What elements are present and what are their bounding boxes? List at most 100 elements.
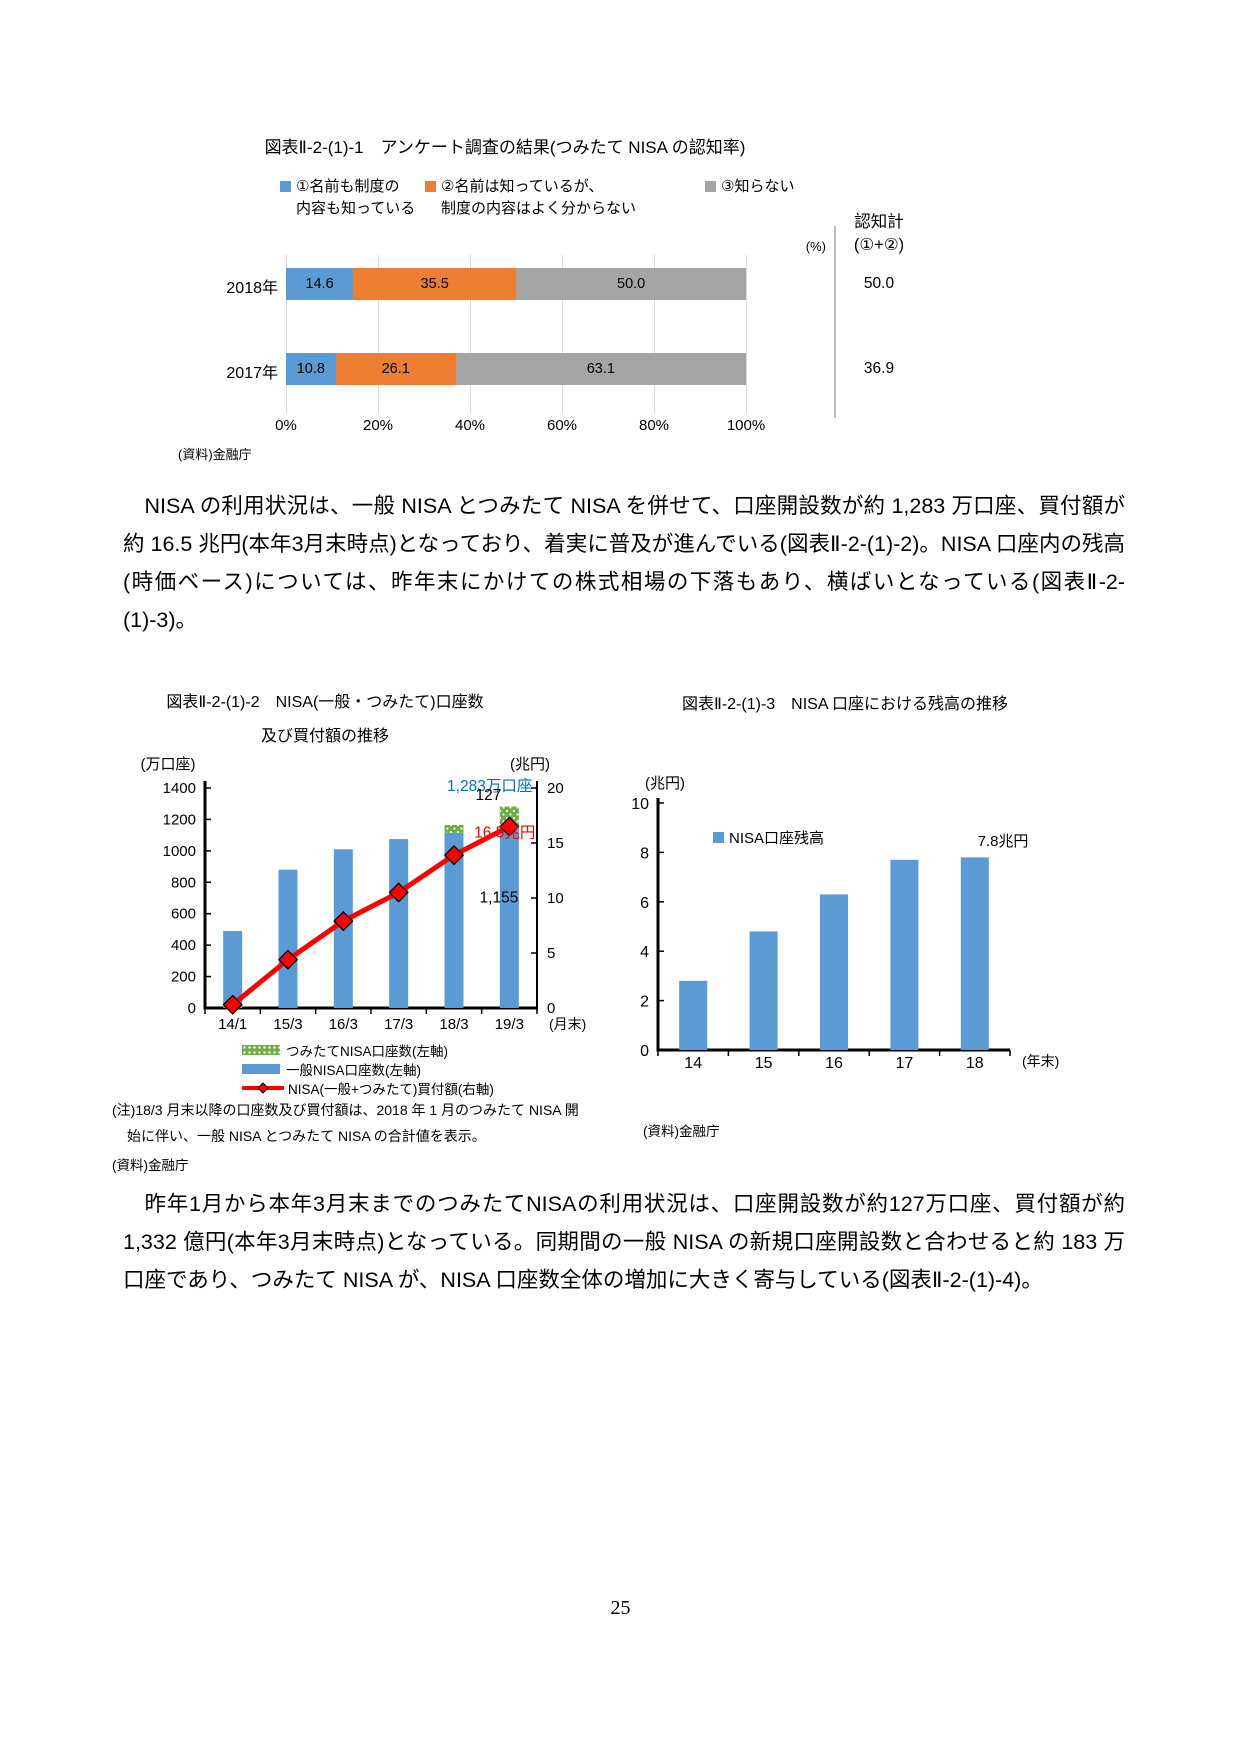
x-axis-tick-label: 20% — [362, 417, 394, 434]
x-axis-tick: 19/3 — [495, 1016, 524, 1033]
legend-item: つみたてNISA口座数(左軸) — [242, 1040, 494, 1059]
data-annotation: 1,155 — [480, 890, 519, 907]
balance-bar — [679, 980, 708, 1050]
balance-chart-svg: (兆円) 0 2 4 6 8 10 NISA口座残高 7.8兆円 14 15 16 17 18 (年末) — [631, 775, 1059, 1072]
x-axis-tick: 18/3 — [439, 1016, 468, 1033]
left-axis-tick: 1200 — [163, 811, 196, 828]
figure1-title: 図表Ⅱ-2-(1)-1 アンケート調査の結果(つみたて NISA の認知率) — [264, 138, 746, 157]
bar-segment: 50.0 — [516, 268, 747, 300]
legend-item: ③知らない — [705, 176, 794, 198]
legend-swatch-icon — [705, 181, 716, 192]
general-nisa-bar — [223, 931, 243, 1008]
gridline — [746, 255, 747, 413]
diamond-marker-icon — [222, 994, 243, 1015]
data-annotation: 1,283万口座 — [447, 777, 532, 795]
totals-header-line1: 認知計 — [854, 213, 904, 231]
left-axis-tick: 800 — [171, 874, 196, 891]
y-axis-tick: 0 — [640, 1043, 649, 1060]
figure3-source: (資料)金融庁 — [643, 1124, 720, 1139]
right-axis-tick: 5 — [547, 945, 555, 962]
legend-label: NISA(一般+つみたて)買付額(右軸) — [288, 1081, 494, 1097]
x-axis-tick: 16/3 — [329, 1016, 358, 1033]
purchase-amount-line — [231, 824, 511, 1007]
gridline — [286, 255, 287, 413]
tsumitate-nisa-bar — [444, 824, 464, 833]
awareness-total-value: 50.0 — [863, 275, 895, 292]
legend-item: ①名前も制度の 内容も知っている — [280, 176, 415, 220]
data-annotation: 16.5兆円 — [474, 824, 535, 842]
figure2-legend: つみたてNISA口座数(左軸) 一般NISA口座数(左軸) NISA(一般+つみたて… — [242, 1040, 494, 1097]
right-axis-tick: 20 — [547, 780, 564, 797]
left-axis-tick: 600 — [171, 906, 196, 923]
x-axis-tick: 15 — [755, 1055, 773, 1072]
gridline — [378, 255, 379, 413]
figure1-source: (資料)金融庁 — [178, 447, 252, 462]
legend-label: 内容も知っている — [296, 200, 416, 217]
balance-bar — [960, 857, 989, 1050]
x-axis-tick: 14 — [684, 1055, 702, 1072]
bar-segment: 63.1 — [455, 353, 746, 385]
y-axis-unit: (兆円) — [645, 775, 685, 792]
legend-swatch-icon — [280, 181, 291, 192]
y-axis-tick: 4 — [640, 944, 649, 961]
x-axis-suffix: (年末) — [1022, 1053, 1059, 1069]
totals-header: 認知計 (①+②) — [820, 211, 938, 257]
left-axis-tick: 0 — [188, 1000, 196, 1017]
left-axis-tick: 1400 — [163, 780, 196, 797]
general-nisa-bar — [278, 869, 298, 1008]
figure3-title: 図表Ⅱ-2-(1)-3 NISA 口座における残高の推移 — [681, 696, 1009, 713]
y-axis-tick: 6 — [640, 895, 649, 912]
page-number: 25 — [610, 1597, 631, 1619]
right-axis-tick: 15 — [547, 835, 564, 852]
x-axis-tick: 17/3 — [384, 1016, 413, 1033]
x-axis-suffix: (月末) — [549, 1016, 586, 1032]
figure2-note-line2: 始に伴い、一般 NISA とつみたて NISA の合計値を表示。 — [127, 1128, 486, 1144]
x-axis-tick-label: 100% — [726, 417, 766, 434]
percent-unit-label: (%) — [805, 239, 826, 254]
left-axis-unit: (万口座) — [141, 756, 196, 773]
diamond-marker-icon — [333, 910, 354, 932]
bar-segment: 10.8 — [286, 353, 336, 385]
left-axis-tick: 200 — [171, 969, 196, 986]
figure2-title-line1: 図表Ⅱ-2-(1)-2 NISA(一般・つみたて)口座数 — [166, 694, 484, 711]
x-axis-tick: 15/3 — [273, 1016, 302, 1033]
body-paragraph-2: 昨年1月から本年3月末までのつみたてNISAの利用状況は、口座開設数が約127万… — [123, 1192, 1125, 1292]
data-annotation: 7.8兆円 — [978, 833, 1029, 850]
general-nisa-bar — [499, 826, 519, 1008]
x-axis-tick-label: 60% — [546, 417, 578, 434]
left-axis-tick: 1000 — [163, 843, 196, 860]
totals-header-line2: (①+②) — [853, 236, 905, 254]
x-axis-tick-label: 40% — [454, 417, 486, 434]
accounts-chart: (万口座) (兆円) 0 200 400 600 800 1000 1200 1400 0 5 10 15… — [120, 753, 590, 1063]
x-axis-tick-label: 80% — [638, 417, 670, 434]
legend-swatch-icon — [425, 181, 436, 192]
legend-swatch-icon — [713, 832, 724, 843]
legend-item: ②名前は知っているが、制度の内容はよく分からない — [425, 176, 636, 220]
figure2-source: (資料)金融庁 — [112, 1158, 189, 1173]
gridline — [654, 255, 655, 413]
legend-item: 一般NISA口座数(左軸) — [242, 1059, 494, 1078]
gridline — [470, 255, 471, 413]
left-axis-tick: 400 — [171, 937, 196, 954]
stacked-bar-2018年: 14.6 35.5 50.0 — [286, 268, 747, 300]
legend-swatch-icon — [242, 1081, 284, 1094]
body-paragraph-1: NISA の利用状況は、一般 NISA とつみたて NISA を併せて、口座開設… — [123, 494, 1125, 632]
x-axis-tick: 18 — [966, 1055, 984, 1072]
legend-label: ②名前は知っているが、 — [441, 178, 604, 195]
balance-bar — [820, 894, 848, 1050]
legend-swatch-icon — [242, 1063, 280, 1074]
stacked-bar-2017年: 10.8 26.1 63.1 — [286, 353, 746, 385]
x-axis-tick: 17 — [896, 1055, 914, 1072]
x-axis-tick: 14/1 — [218, 1016, 247, 1033]
bar-segment: 26.1 — [335, 353, 456, 385]
legend-label: 制度の内容はよく分からない — [441, 200, 637, 217]
legend-label: つみたてNISA口座数(左軸) — [286, 1043, 448, 1059]
general-nisa-bar — [389, 839, 409, 1008]
legend-swatch-icon — [242, 1044, 280, 1055]
legend-label: NISA口座残高 — [729, 830, 824, 847]
bar-segment: 35.5 — [353, 268, 517, 300]
balance-chart: (兆円) 0 2 4 6 8 10 NISA口座残高 7.8兆円 14 15 16 17 18 (年末) — [615, 760, 1125, 1080]
right-axis-tick: 0 — [547, 1000, 555, 1017]
accounts-chart-svg: (万口座) (兆円) 0 200 400 600 800 1000 1200 1400 0 5 10 15… — [141, 756, 587, 1033]
x-axis-tick-label: 0% — [275, 417, 297, 434]
